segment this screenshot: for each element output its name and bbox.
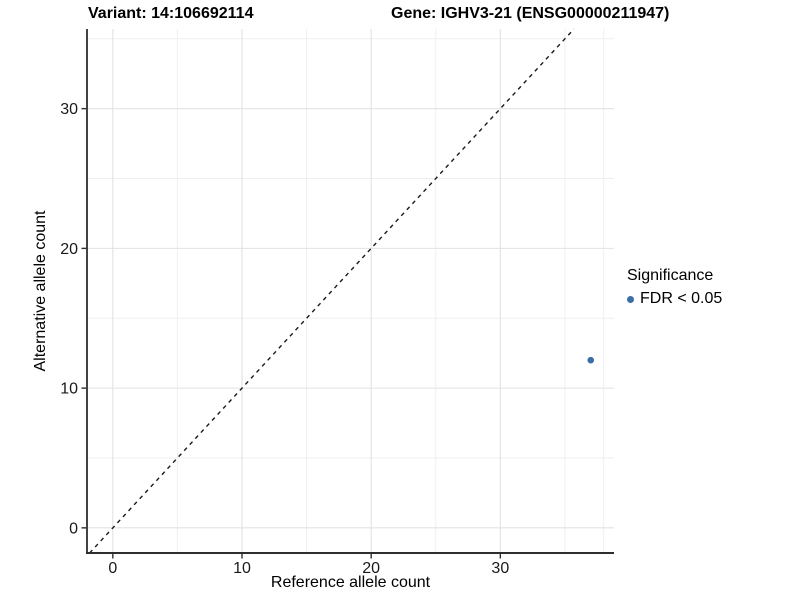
plot-title-variant: Variant: 14:106692114	[88, 5, 254, 22]
x-axis-title: Reference allele count	[270, 574, 431, 591]
y-tick-label: 20	[60, 241, 78, 258]
y-tick-label: 30	[60, 101, 78, 118]
legend-item: FDR < 0.05	[627, 290, 722, 308]
x-tick-label: 30	[491, 560, 509, 577]
legend: Significance FDR < 0.05	[627, 267, 722, 308]
x-tick-label: 10	[233, 560, 251, 577]
legend-item-label: FDR < 0.05	[640, 290, 723, 307]
x-tick-label: 0	[108, 560, 117, 577]
legend-title: Significance	[627, 267, 714, 284]
y-tick-label: 0	[69, 520, 78, 537]
y-axis-title: Alternative allele count	[32, 210, 49, 372]
x-tick-label: 20	[362, 560, 380, 577]
plot-panel	[87, 29, 614, 553]
data-point	[587, 356, 595, 364]
y-tick-label: 10	[60, 381, 78, 398]
plot-title-gene: Gene: IGHV3-21 (ENSG00000211947)	[391, 5, 670, 22]
legend-point-icon	[627, 295, 634, 303]
